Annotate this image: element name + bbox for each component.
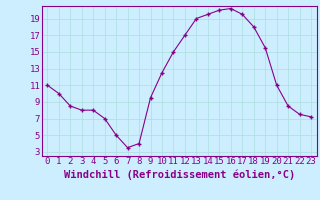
X-axis label: Windchill (Refroidissement éolien,°C): Windchill (Refroidissement éolien,°C) [64,169,295,180]
